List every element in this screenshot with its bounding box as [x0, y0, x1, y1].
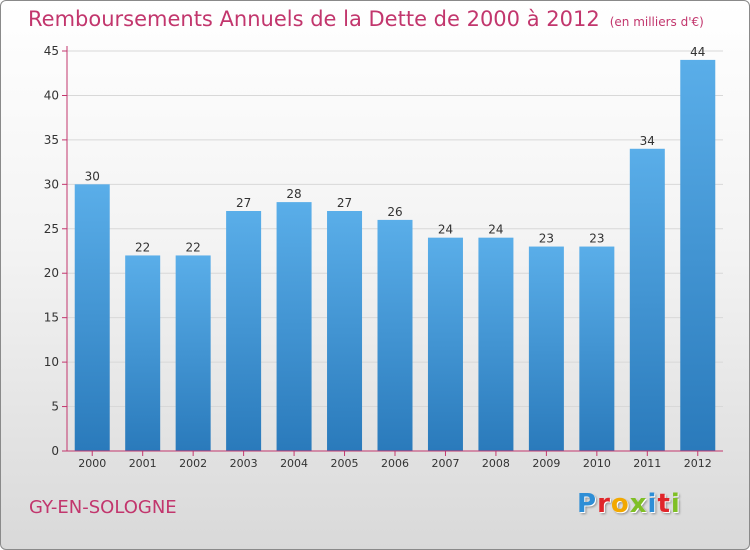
bar-value-label: 30	[85, 169, 100, 183]
x-tick-label: 2009	[532, 457, 560, 470]
bar-value-label: 26	[387, 205, 402, 219]
x-tick-label: 2003	[230, 457, 258, 470]
x-tick-label: 2011	[633, 457, 661, 470]
bar-value-label: 27	[337, 196, 352, 210]
y-tick-label: 5	[51, 400, 59, 414]
bar-value-label: 44	[690, 45, 705, 59]
bar-value-label: 28	[286, 187, 301, 201]
y-tick-label: 0	[51, 444, 59, 458]
x-tick-label: 2001	[129, 457, 157, 470]
bar-value-label: 23	[539, 232, 554, 246]
bar	[125, 255, 161, 451]
logo-letter: P	[577, 489, 598, 519]
x-tick-label: 2002	[179, 457, 207, 470]
bar-value-label: 22	[135, 240, 150, 254]
unit-label: (en milliers d'€)	[609, 15, 704, 29]
bar-value-label: 22	[186, 240, 201, 254]
x-tick-label: 2012	[684, 457, 712, 470]
y-tick-label: 15	[44, 311, 59, 325]
logo-letter: t	[657, 489, 671, 519]
chart-title: Remboursements Annuels de la Dette de 20…	[28, 7, 704, 31]
logo-letter: i	[670, 489, 681, 519]
proxiti-logo: Proxiti	[577, 489, 681, 519]
x-tick-label: 2006	[381, 457, 409, 470]
bar-value-label: 24	[438, 223, 453, 237]
bar	[680, 59, 716, 452]
bar-value-label: 27	[236, 196, 251, 210]
bars	[74, 59, 716, 452]
bar	[377, 219, 413, 451]
bar	[74, 184, 110, 452]
y-tick-label: 30	[44, 177, 59, 191]
x-tick-label: 2004	[280, 457, 308, 470]
bar	[579, 246, 615, 451]
x-tick-label: 2008	[482, 457, 510, 470]
title-text: Remboursements Annuels de la Dette de 20…	[28, 7, 600, 31]
bar	[478, 237, 514, 451]
bar	[528, 246, 564, 451]
x-tick-label: 2000	[78, 457, 106, 470]
y-tick-label: 40	[44, 88, 59, 102]
logo-letter: r	[597, 489, 611, 519]
axes: 0 5 10 15 20 25 30 35 40 45 2000 2001 2002 2003 2004 20…	[44, 44, 723, 470]
bar-value-label: 34	[640, 134, 655, 148]
bar-value-label: 24	[488, 223, 503, 237]
y-tick-label: 25	[44, 222, 59, 236]
logo-letter: i	[647, 489, 658, 519]
y-tick-label: 20	[44, 266, 59, 280]
y-tick-label: 35	[44, 133, 59, 147]
y-tick-label: 45	[44, 44, 59, 58]
bar	[327, 211, 363, 451]
logo-letter: x	[629, 489, 648, 519]
x-tick-label: 2010	[583, 457, 611, 470]
bar	[276, 202, 312, 451]
y-tick-label: 10	[44, 355, 59, 369]
bar	[629, 148, 665, 451]
bar	[175, 255, 211, 451]
labels: 30 22 22 27 28 27 26 24 24 23 23 34 44	[85, 45, 706, 255]
place-name: GY-EN-SOLOGNE	[29, 497, 177, 518]
logo-letter: o	[610, 489, 630, 519]
bar-value-label: 23	[589, 232, 604, 246]
x-tick-label: 2005	[331, 457, 359, 470]
bar	[427, 237, 463, 451]
x-tick-label: 2007	[431, 457, 459, 470]
bar	[226, 211, 262, 451]
